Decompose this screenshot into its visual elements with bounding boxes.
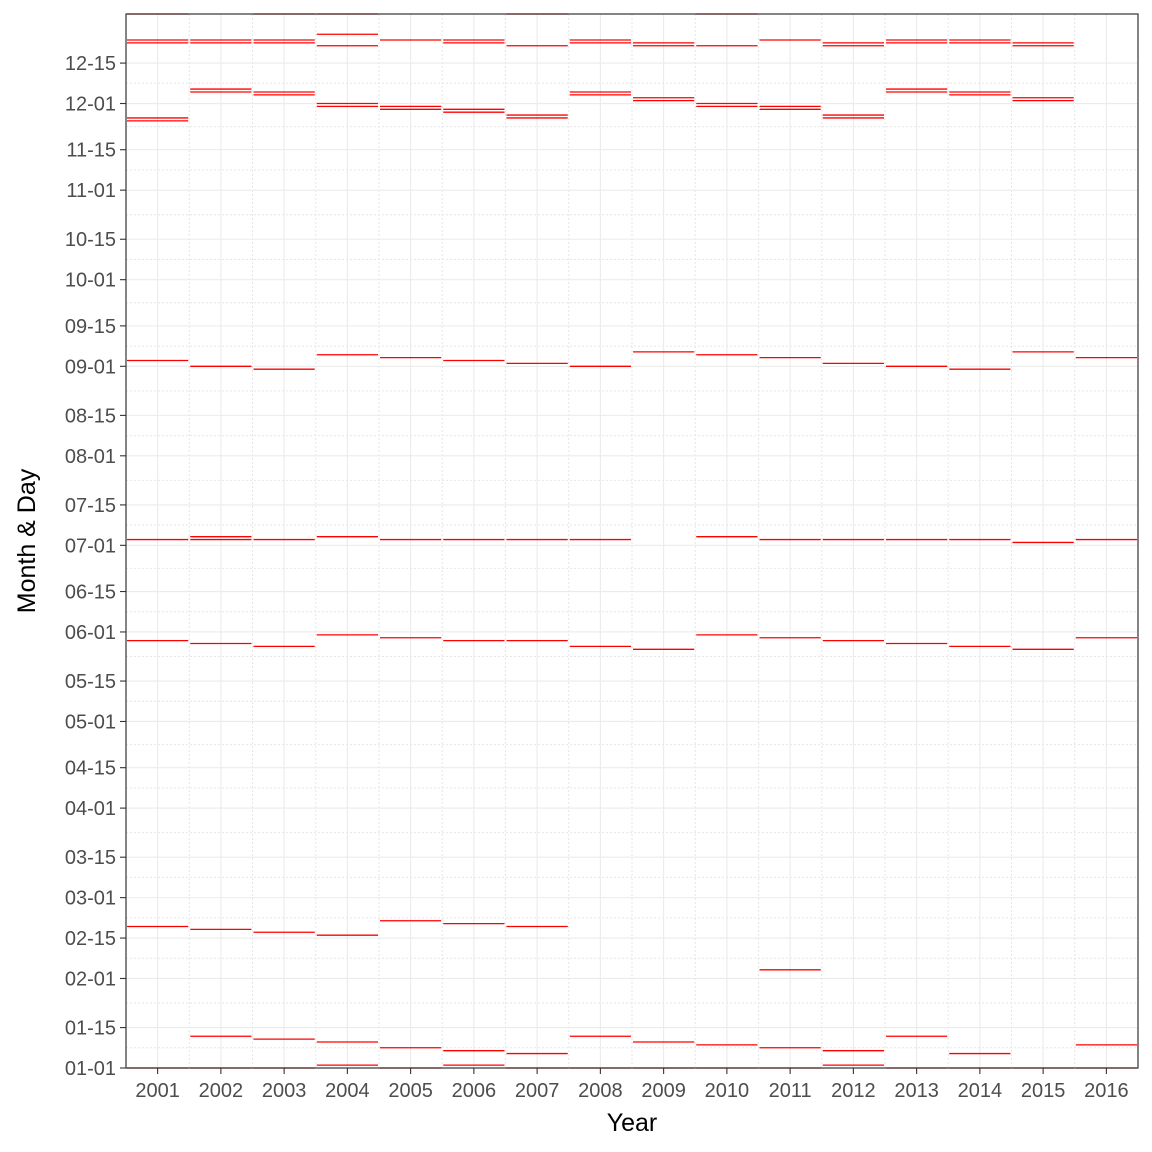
y-tick-label: 11-15 — [66, 140, 116, 162]
y-tick-label: 04-15 — [65, 758, 116, 780]
x-axis-title: Year — [607, 1109, 658, 1137]
y-tick-label: 11-01 — [66, 180, 116, 202]
y-tick-label: 12-15 — [65, 53, 116, 75]
y-tick-label: 09-15 — [65, 316, 116, 338]
y-tick-label: 05-15 — [65, 671, 116, 693]
x-tick-label: 2005 — [388, 1080, 433, 1102]
y-tick-label: 05-01 — [65, 711, 116, 733]
x-tick-label: 2012 — [831, 1080, 876, 1102]
minor-grid — [126, 14, 1138, 1068]
plot-panel — [126, 14, 1138, 1068]
y-tick-label: 02-15 — [65, 928, 116, 950]
y-tick-label: 08-15 — [65, 405, 116, 427]
y-tick-label: 10-15 — [65, 229, 116, 251]
y-tick-label: 03-15 — [65, 847, 116, 869]
y-tick-label: 07-15 — [65, 495, 116, 517]
x-tick-label: 2015 — [1021, 1080, 1066, 1102]
x-tick-label: 2009 — [641, 1080, 686, 1102]
y-tick-label: 04-01 — [65, 798, 116, 820]
y-tick-label: 01-15 — [65, 1018, 116, 1040]
y-axis: 01-01 01-15 02-01 02-15 03-01 03-15 04-01 04-15… — [65, 53, 126, 1080]
y-tick-label: 06-15 — [65, 582, 116, 604]
plot-border — [125, 13, 1139, 1069]
x-tick-label: 2001 — [135, 1080, 180, 1102]
x-tick-label: 2013 — [894, 1080, 939, 1102]
x-tick-label: 2006 — [452, 1080, 497, 1102]
major-grid — [126, 14, 1138, 1069]
x-tick-label: 2002 — [199, 1080, 244, 1102]
y-tick-label: 07-01 — [65, 535, 116, 557]
y-tick-label: 08-01 — [65, 446, 116, 468]
y-tick-label: 09-01 — [65, 356, 116, 378]
y-tick-label: 06-01 — [65, 622, 116, 644]
x-tick-label: 2010 — [705, 1080, 750, 1102]
x-tick-label: 2016 — [1084, 1080, 1129, 1102]
y-axis-title: Month & Day — [13, 468, 41, 613]
x-axis: 2001 2002 2003 2004 2005 2006 2007 2008 2009 2010… — [135, 1068, 1129, 1102]
x-tick-label: 2003 — [262, 1080, 307, 1102]
y-tick-label: 03-01 — [65, 888, 116, 910]
x-tick-label: 2011 — [769, 1080, 812, 1102]
y-tick-label: 02-01 — [65, 968, 116, 990]
x-tick-label: 2007 — [515, 1080, 560, 1102]
y-tick-label: 01-01 — [65, 1058, 116, 1080]
x-tick-label: 2014 — [958, 1080, 1003, 1102]
x-tick-label: 2008 — [578, 1080, 623, 1102]
y-tick-label: 12-01 — [65, 94, 116, 116]
x-tick-label: 2004 — [325, 1080, 370, 1102]
y-tick-label: 10-01 — [65, 270, 116, 292]
